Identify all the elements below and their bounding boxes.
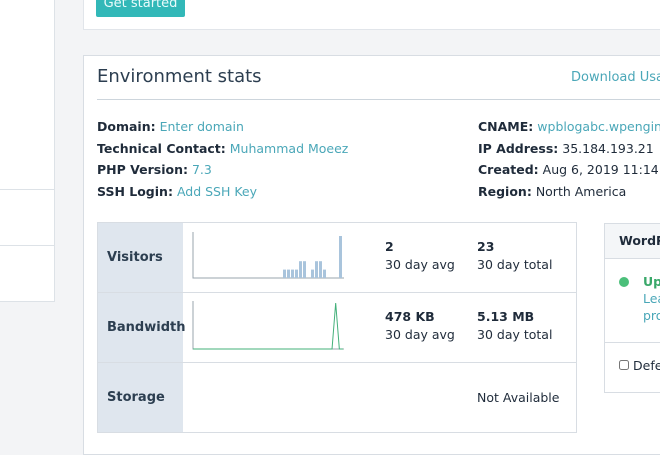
- visitors-bar: [311, 269, 314, 278]
- visitors-bar: [287, 269, 290, 278]
- stats-row-divider: [98, 362, 576, 363]
- domain-row: Domain: Enter domain: [97, 119, 244, 135]
- title-divider: [97, 99, 660, 100]
- ip-address-key: IP Address:: [478, 141, 559, 156]
- left-panel: [0, 0, 55, 302]
- php-version-link[interactable]: 7.3: [191, 162, 212, 177]
- wordpress-secondary-link[interactable]: pro: [643, 308, 660, 323]
- domain-key: Domain:: [97, 119, 156, 134]
- region-value: North America: [535, 184, 627, 199]
- bandwidth-label: Bandwidth: [107, 320, 186, 335]
- created-value: Aug 6, 2019 11:14 AM: [542, 162, 660, 177]
- visitors-avg-value: 2: [385, 239, 394, 254]
- visitors-bar: [299, 261, 302, 278]
- cname-key: CNAME:: [478, 119, 534, 134]
- left-panel-divider: [0, 189, 55, 190]
- bandwidth-sparkline-axis: [192, 301, 344, 350]
- visitors-bar: [291, 269, 294, 278]
- download-usage-link[interactable]: Download Usag: [571, 70, 660, 85]
- storage-status: Not Available: [477, 390, 560, 405]
- php-version-key: PHP Version:: [97, 162, 188, 177]
- bandwidth-avg-value: 478 KB: [385, 309, 435, 324]
- bandwidth-total-label: 30 day total: [477, 327, 553, 342]
- visitors-label: Visitors: [107, 250, 163, 265]
- left-panel-divider: [0, 245, 55, 246]
- technical-contact-key: Technical Contact:: [97, 141, 226, 156]
- visitors-bar: [319, 261, 322, 278]
- visitors-bar: [315, 261, 318, 278]
- technical-contact-row: Technical Contact: Muhammad Moeez: [97, 141, 348, 157]
- visitors-bar: [339, 236, 342, 278]
- cname-link[interactable]: wpblogabc.wpengine.c: [537, 119, 660, 134]
- ip-address-row: IP Address: 35.184.193.21: [478, 141, 654, 157]
- stats-label-column: [98, 223, 183, 432]
- add-ssh-key-link[interactable]: Add SSH Key: [176, 184, 258, 199]
- defer-checkbox-label: Defe: [633, 358, 660, 373]
- wordpress-learn-link[interactable]: Lea: [643, 291, 660, 306]
- cname-row: CNAME: wpblogabc.wpengine.c: [478, 119, 660, 135]
- bandwidth-total-value: 5.13 MB: [477, 309, 535, 324]
- ssh-login-key: SSH Login:: [97, 184, 173, 199]
- visitors-bar: [295, 269, 298, 278]
- status-dot-icon: [619, 277, 629, 287]
- php-version-row: PHP Version: 7.3: [97, 162, 212, 178]
- wordpress-status: Up: [643, 274, 660, 289]
- enter-domain-link[interactable]: Enter domain: [159, 119, 244, 134]
- storage-label: Storage: [107, 390, 165, 405]
- wordpress-card-title: WordP: [619, 233, 660, 248]
- defer-checkbox[interactable]: [619, 360, 629, 370]
- get-started-button[interactable]: Get started: [96, 0, 185, 17]
- visitors-total-label: 30 day total: [477, 257, 553, 272]
- bandwidth-line: [193, 302, 343, 350]
- wordpress-card-header: [605, 224, 660, 259]
- region-row: Region: North America: [478, 184, 626, 200]
- visitors-avg-label: 30 day avg: [385, 257, 455, 272]
- technical-contact-link[interactable]: Muhammad Moeez: [229, 141, 349, 156]
- created-row: Created: Aug 6, 2019 11:14 AM: [478, 162, 660, 178]
- ip-address-value: 35.184.193.21: [562, 141, 654, 156]
- bandwidth-sparkline: [192, 301, 344, 350]
- wordpress-card-divider: [605, 342, 660, 343]
- region-key: Region:: [478, 184, 532, 199]
- visitors-total-value: 23: [477, 239, 495, 254]
- visitors-sparkline: [192, 232, 344, 279]
- page-title: Environment stats: [97, 66, 262, 87]
- stats-row-divider: [98, 292, 576, 293]
- visitors-bar: [303, 261, 306, 278]
- bandwidth-avg-label: 30 day avg: [385, 327, 455, 342]
- ssh-login-row: SSH Login: Add SSH Key: [97, 184, 257, 200]
- visitors-bar: [283, 269, 286, 278]
- visitors-bar: [323, 269, 326, 278]
- created-key: Created:: [478, 162, 539, 177]
